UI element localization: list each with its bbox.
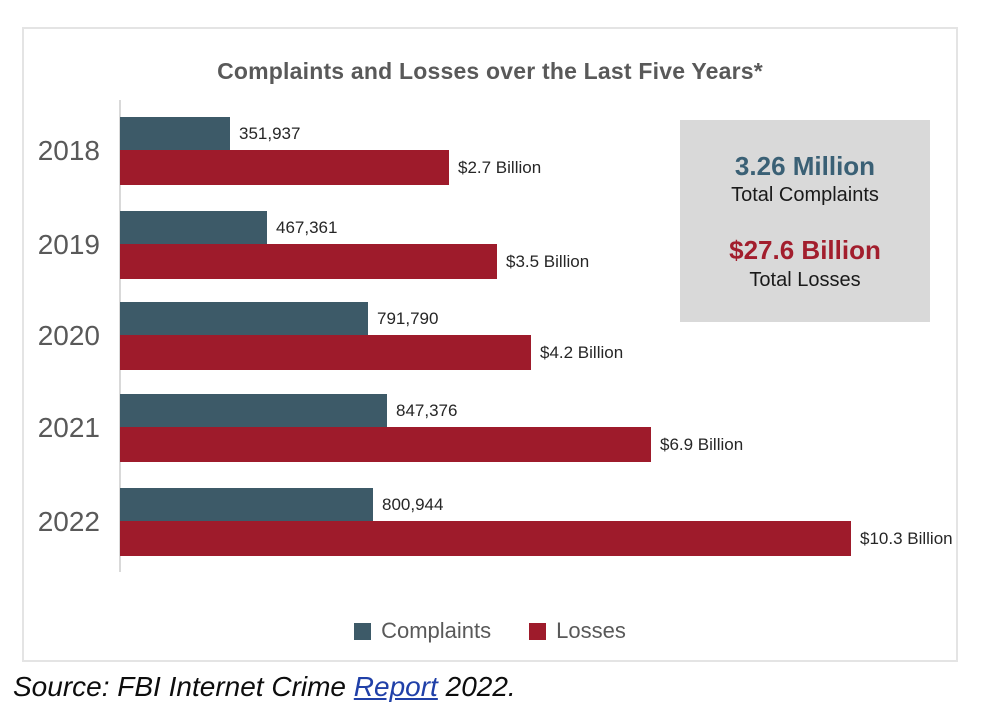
losses-bar-2019	[120, 244, 497, 279]
losses-bar-2021	[120, 427, 651, 462]
complaints-bar-2020	[120, 302, 368, 335]
source-text-suffix: 2022.	[437, 671, 516, 702]
chart-legend: Complaints Losses	[24, 618, 956, 644]
complaints-bar-2021	[120, 394, 387, 427]
complaints-bar-row: 791,790	[120, 302, 956, 335]
losses-value-label: $10.3 Billion	[860, 528, 953, 548]
complaints-bar-row: 800,944	[120, 488, 956, 521]
losses-bar-row: $2.7 Billion	[120, 150, 956, 185]
total-losses-label: Total Losses	[749, 268, 861, 291]
total-complaints-label: Total Complaints	[731, 184, 879, 206]
complaints-value-label: 467,361	[276, 217, 338, 237]
legend-item-complaints: Complaints	[354, 618, 491, 644]
losses-value-label: $3.5 Billion	[506, 251, 590, 271]
complaints-swatch-icon	[354, 622, 372, 640]
legend-label-complaints: Complaints	[381, 618, 492, 643]
complaints-value-label: 800,944	[382, 494, 444, 514]
bar-group-2022: 2022 800,944 $10.3 Billion	[24, 488, 956, 556]
report-link[interactable]: Report	[353, 671, 438, 702]
summary-box: 3.26 Million Total Complaints $27.6 Bill…	[680, 120, 930, 322]
bar-group-2020: 2020 791,790 $4.2 Billion	[24, 302, 956, 370]
bar-group-2021: 2021 847,376 $6.9 Billion	[24, 394, 956, 462]
total-losses-value: $27.6 Billion	[729, 235, 881, 265]
losses-bar-2018	[120, 150, 449, 185]
losses-value-label: $2.7 Billion	[458, 157, 542, 177]
bar-group-2018: 2018 351,937 $2.7 Billion	[24, 117, 956, 185]
year-label-2022: 2022	[37, 506, 100, 537]
source-line: Source: FBI Internet Crime Report 2022.	[13, 671, 516, 703]
legend-item-losses: Losses	[529, 618, 626, 644]
year-label-2021: 2021	[37, 412, 100, 443]
losses-bar-row: $3.5 Billion	[120, 244, 956, 279]
complaints-bar-2019	[120, 211, 267, 244]
legend-label-losses: Losses	[556, 618, 626, 643]
year-label-2018: 2018	[37, 135, 100, 166]
chart-title: Complaints and Losses over the Last Five…	[217, 58, 763, 84]
losses-swatch-icon	[529, 622, 547, 640]
chart-panel: Complaints and Losses over the Last Five…	[22, 27, 958, 662]
complaints-bar-2018	[120, 117, 230, 150]
complaints-value-label: 847,376	[396, 400, 458, 420]
complaints-bar-row: 847,376	[120, 394, 956, 427]
losses-bar-row: $4.2 Billion	[120, 335, 956, 370]
complaints-value-label: 351,937	[239, 123, 301, 143]
complaints-value-label: 791,790	[377, 308, 439, 328]
source-text-prefix: Source: FBI Internet Crime	[13, 671, 354, 702]
complaints-bar-row: 467,361	[120, 211, 956, 244]
total-complaints-value: 3.26 Million	[734, 150, 876, 181]
losses-bar-row: $6.9 Billion	[120, 427, 956, 462]
complaints-bar-2022	[120, 488, 373, 521]
losses-bar-2020	[120, 335, 531, 370]
losses-value-label: $6.9 Billion	[660, 434, 744, 454]
losses-bar-2022	[120, 521, 851, 556]
year-label-2020: 2020	[37, 320, 100, 351]
complaints-bar-row: 351,937	[120, 117, 956, 150]
losses-bar-row: $10.3 Billion	[120, 521, 956, 556]
year-label-2019: 2019	[37, 229, 100, 260]
bar-group-2019: 2019 467,361 $3.5 Billion	[24, 211, 956, 279]
losses-value-label: $4.2 Billion	[540, 342, 624, 362]
